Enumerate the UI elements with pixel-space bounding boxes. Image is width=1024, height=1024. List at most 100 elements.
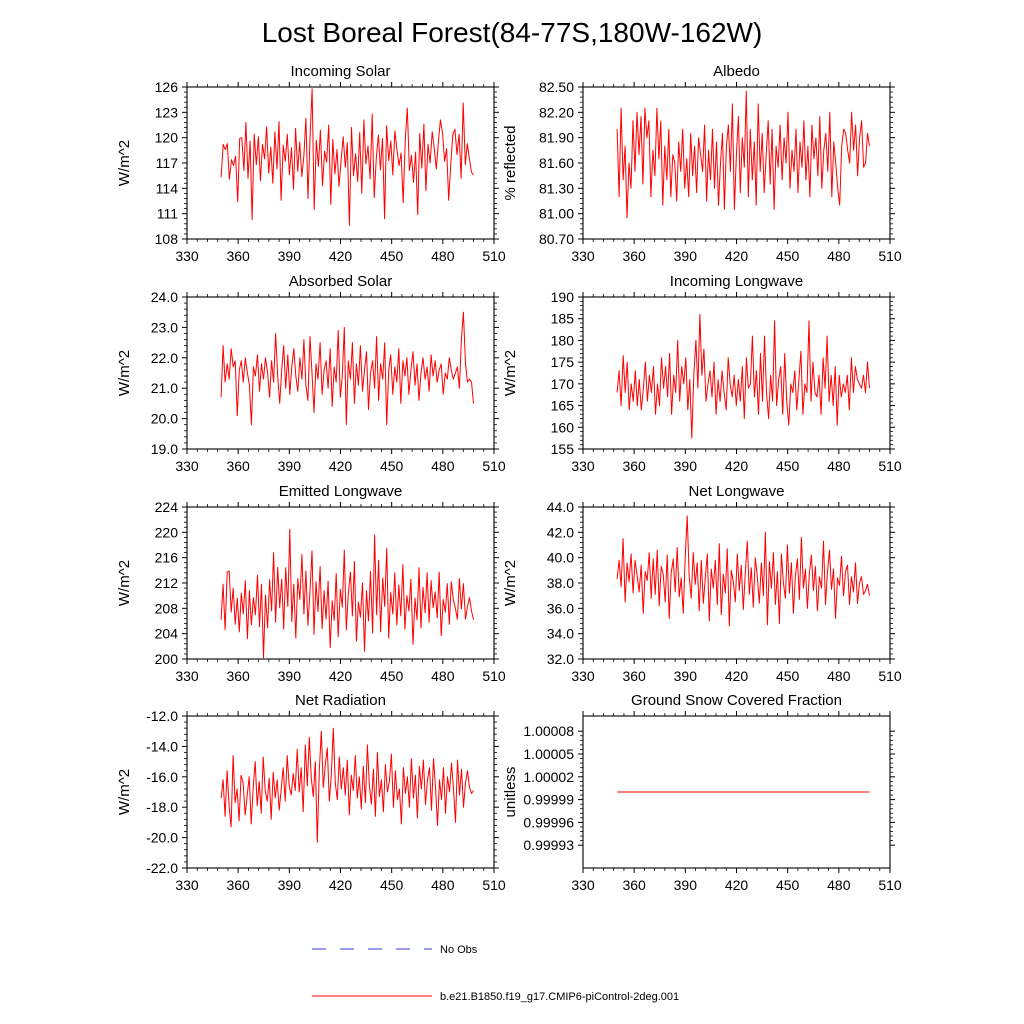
y-tick-label: 82.50 xyxy=(539,79,574,95)
x-tick-label: 450 xyxy=(380,248,404,264)
y-tick-label: 42.0 xyxy=(547,524,574,540)
x-tick-label: 420 xyxy=(329,877,353,893)
x-tick-label: 510 xyxy=(482,248,506,264)
x-tick-label: 330 xyxy=(571,248,595,264)
y-axis-label: W/m^2 xyxy=(116,140,133,186)
x-tick-label: 360 xyxy=(226,458,250,474)
y-tick-label: 126 xyxy=(155,79,179,95)
panels: Incoming Solar W/m^2 330 360 390 420 450 480 510… xyxy=(116,63,902,893)
x-tick-label: 450 xyxy=(380,668,404,684)
y-tick-label: 0.99996 xyxy=(523,814,574,830)
x-tick-label: 480 xyxy=(827,248,851,264)
x-tick-label: 510 xyxy=(482,877,506,893)
panel-title: Absorbed Solar xyxy=(289,273,392,290)
x-tick-label: 480 xyxy=(827,458,851,474)
y-tick-label: 21.0 xyxy=(151,380,178,396)
y-tick-label: 32.0 xyxy=(547,651,574,667)
y-tick-label: 216 xyxy=(155,550,179,566)
series-line xyxy=(220,88,474,226)
panel-title: Ground Snow Covered Fraction xyxy=(631,692,842,709)
x-tick-label: 330 xyxy=(175,458,199,474)
x-tick-label: 390 xyxy=(674,877,698,893)
x-tick-label: 480 xyxy=(431,877,455,893)
y-tick-label: 212 xyxy=(155,575,179,591)
x-tick-label: 330 xyxy=(571,458,595,474)
series-line xyxy=(616,90,870,219)
x-tick-label: 330 xyxy=(175,877,199,893)
series-line xyxy=(220,311,474,426)
x-tick-label: 450 xyxy=(776,668,800,684)
y-axis-label: % reflected xyxy=(502,125,519,200)
x-tick-label: 510 xyxy=(878,877,902,893)
y-tick-label: 220 xyxy=(155,524,179,540)
y-tick-label: -18.0 xyxy=(146,799,178,815)
chart-panel-7: Net Radiation W/m^2 330 360 390 420 450 480 510 -… xyxy=(116,692,506,893)
y-tick-label: 1.00008 xyxy=(523,723,574,739)
y-axis-label: unitless xyxy=(502,767,519,818)
y-tick-label: 123 xyxy=(155,104,179,120)
x-tick-label: 360 xyxy=(226,248,250,264)
panel-title: Net Radiation xyxy=(295,692,386,709)
x-tick-label: 360 xyxy=(622,248,646,264)
x-tick-label: 360 xyxy=(622,668,646,684)
plot-frame xyxy=(186,715,495,869)
chart-panel-6: Net Longwave W/m^2 330 360 390 420 450 480 510 32… xyxy=(502,483,902,684)
x-tick-label: 450 xyxy=(380,877,404,893)
x-tick-label: 390 xyxy=(278,458,302,474)
figure-title: Lost Boreal Forest(84-77S,180W-162W) xyxy=(262,17,763,48)
y-tick-label: -22.0 xyxy=(146,860,178,876)
y-tick-label: 82.20 xyxy=(539,104,574,120)
x-tick-label: 480 xyxy=(431,458,455,474)
x-tick-label: 510 xyxy=(878,458,902,474)
panel-title: Net Longwave xyxy=(689,483,785,500)
x-tick-label: 360 xyxy=(226,877,250,893)
x-tick-label: 330 xyxy=(571,668,595,684)
y-tick-label: 36.0 xyxy=(547,600,574,616)
y-tick-label: 0.99993 xyxy=(523,837,574,853)
x-tick-label: 330 xyxy=(571,877,595,893)
y-tick-label: -20.0 xyxy=(146,830,178,846)
y-tick-label: 165 xyxy=(551,398,575,414)
panel-title: Incoming Solar xyxy=(290,63,390,80)
y-tick-label: 81.00 xyxy=(539,206,574,222)
y-tick-label: 200 xyxy=(155,651,179,667)
y-tick-label: 224 xyxy=(155,499,179,515)
x-tick-label: 480 xyxy=(827,877,851,893)
x-tick-label: 390 xyxy=(674,248,698,264)
x-tick-label: 480 xyxy=(827,668,851,684)
y-tick-label: 38.0 xyxy=(547,575,574,591)
plot-frame xyxy=(186,506,495,660)
x-tick-label: 450 xyxy=(380,458,404,474)
y-axis-label: W/m^2 xyxy=(502,560,519,606)
y-tick-label: 185 xyxy=(551,311,575,327)
y-tick-label: 111 xyxy=(157,206,178,222)
y-tick-label: 40.0 xyxy=(547,550,574,566)
x-tick-label: 450 xyxy=(776,877,800,893)
x-tick-label: 420 xyxy=(725,248,749,264)
y-tick-label: 19.0 xyxy=(151,441,178,457)
y-tick-label: 0.99999 xyxy=(523,792,574,808)
y-tick-label: 20.0 xyxy=(151,411,178,427)
y-tick-label: 1.00005 xyxy=(523,746,574,762)
y-tick-label: 81.60 xyxy=(539,155,574,171)
x-tick-label: 330 xyxy=(175,668,199,684)
y-tick-label: -16.0 xyxy=(146,769,178,785)
chart-panel-8: Ground Snow Covered Fraction unitless 330 3… xyxy=(502,692,902,893)
y-tick-label: 190 xyxy=(551,289,575,305)
x-tick-label: 390 xyxy=(278,877,302,893)
series-line xyxy=(220,727,474,843)
x-tick-label: 510 xyxy=(878,248,902,264)
chart-panel-4: Incoming Longwave W/m^2 330 360 390 420 450 480… xyxy=(502,273,902,474)
legend: No Obs b.e21.B1850.f19_g17.CMIP6-piContr… xyxy=(312,944,679,1003)
y-tick-label: 81.30 xyxy=(539,180,574,196)
y-tick-label: 155 xyxy=(551,441,575,457)
y-tick-label: 180 xyxy=(551,332,575,348)
y-tick-label: 80.70 xyxy=(539,231,574,247)
x-tick-label: 360 xyxy=(226,668,250,684)
chart-panel-3: Absorbed Solar W/m^2 330 360 390 420 450 480 510… xyxy=(116,273,506,474)
y-tick-label: 175 xyxy=(551,354,575,370)
y-axis-label: W/m^2 xyxy=(116,560,133,606)
y-tick-label: 81.90 xyxy=(539,130,574,146)
x-tick-label: 420 xyxy=(329,458,353,474)
